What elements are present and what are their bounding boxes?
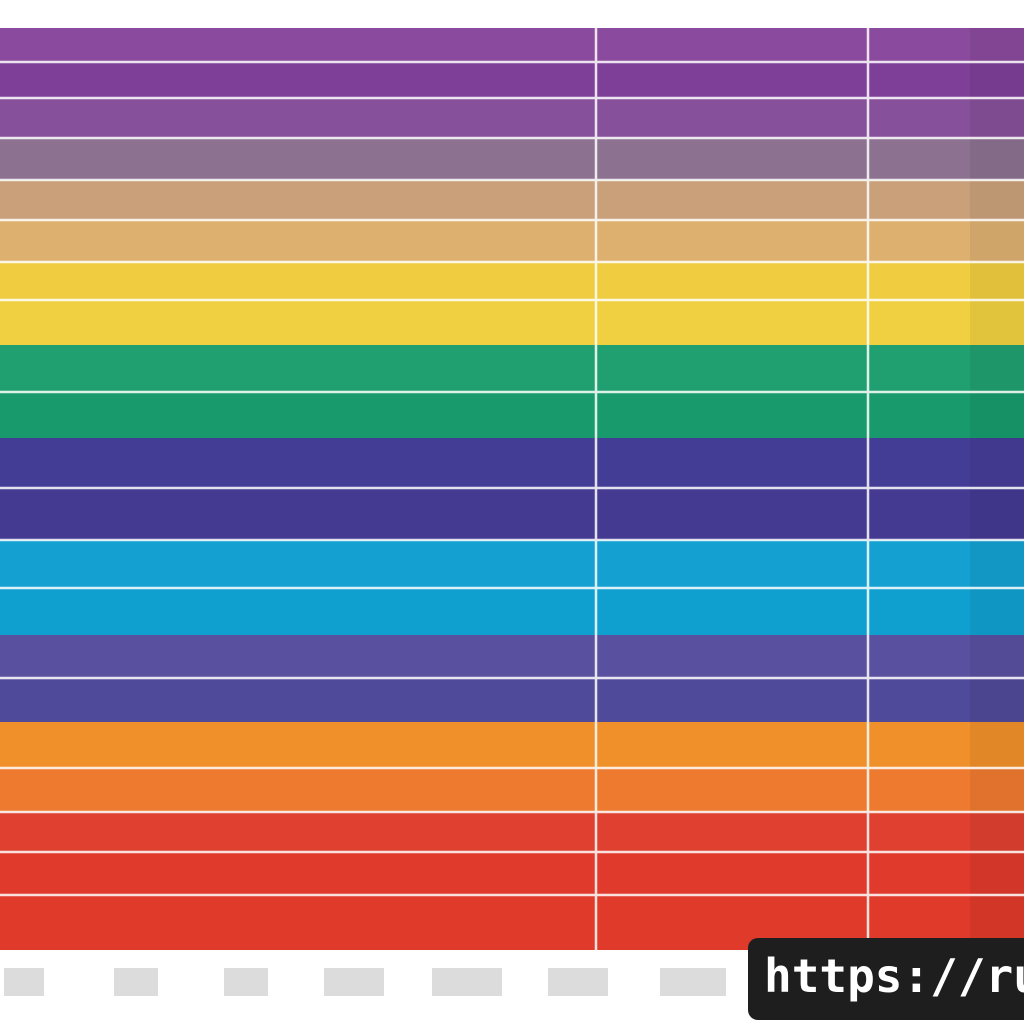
band bbox=[0, 680, 1024, 722]
bands bbox=[0, 28, 1024, 950]
band bbox=[0, 768, 1024, 812]
band bbox=[0, 812, 1024, 852]
placeholder bbox=[324, 968, 384, 996]
band bbox=[0, 138, 1024, 180]
band bbox=[0, 488, 1024, 540]
band bbox=[0, 635, 1024, 680]
placeholder bbox=[114, 968, 158, 996]
illegible-labels bbox=[4, 968, 726, 996]
placeholder bbox=[4, 968, 44, 996]
placeholder bbox=[432, 968, 502, 996]
band bbox=[0, 722, 1024, 768]
band bbox=[0, 98, 1024, 138]
placeholder bbox=[224, 968, 268, 996]
band bbox=[0, 345, 1024, 392]
band bbox=[0, 852, 1024, 895]
band bbox=[0, 220, 1024, 262]
band bbox=[0, 588, 1024, 635]
separators bbox=[0, 28, 1024, 950]
band bbox=[0, 262, 1024, 300]
band bbox=[0, 540, 1024, 588]
band bbox=[0, 28, 1024, 62]
band bbox=[0, 180, 1024, 220]
band bbox=[0, 300, 1024, 345]
placeholder bbox=[660, 968, 726, 996]
band bbox=[0, 438, 1024, 488]
watermark: https://ru- bbox=[764, 949, 1024, 1003]
band bbox=[0, 392, 1024, 438]
placeholder bbox=[548, 968, 608, 996]
watermark-box bbox=[748, 938, 1024, 1020]
band bbox=[0, 62, 1024, 98]
